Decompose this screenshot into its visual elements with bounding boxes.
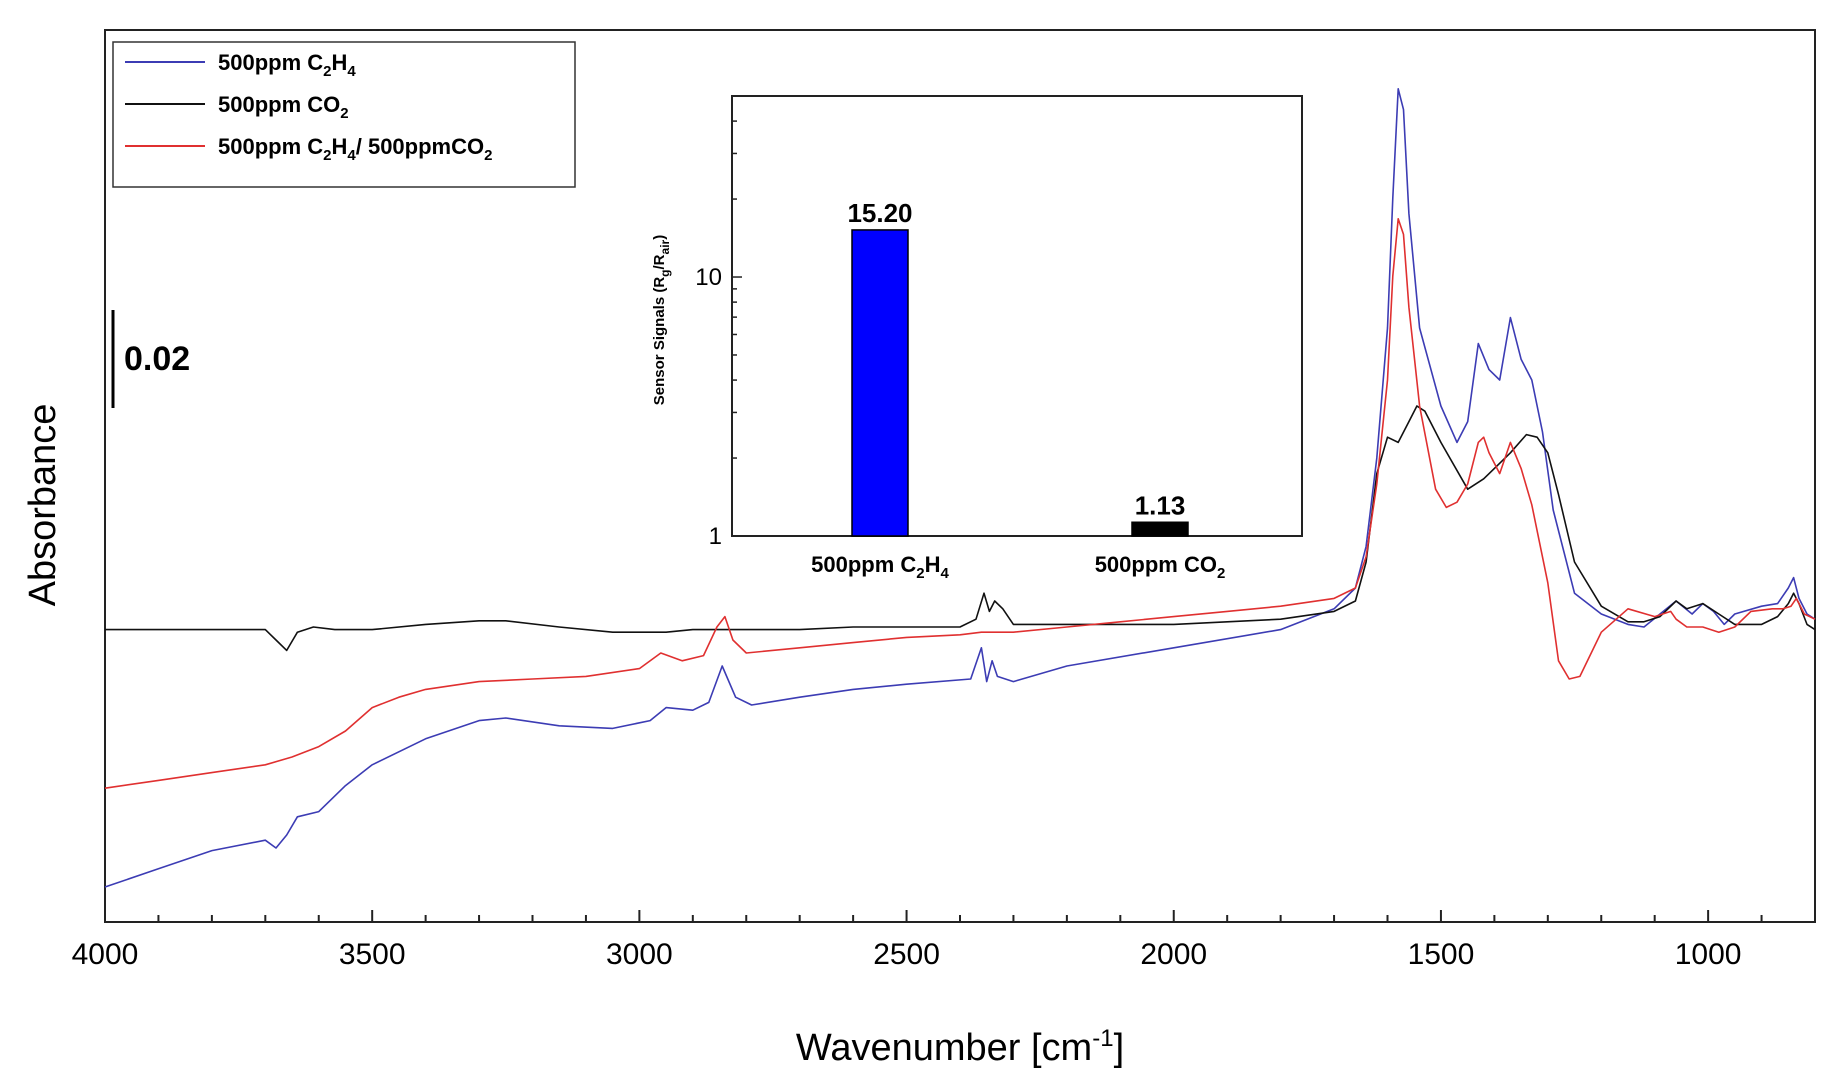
legend-label: 500ppm C2H4 — [218, 50, 356, 80]
inset-frame — [731, 95, 1303, 537]
inset-y-tick-label: 1 — [709, 523, 722, 550]
legend-label: 500ppm C2H4/ 500ppmCO2 — [218, 134, 492, 164]
inset-y-axis-title: Sensor Signals (Rg/Rair) — [651, 235, 672, 405]
text-span: 500ppm C — [218, 50, 323, 75]
inset-category-label: 500ppm C2H4 — [811, 552, 949, 582]
inset-ylabel-sub1: g — [658, 269, 672, 276]
x-tick-label: 1000 — [1675, 938, 1742, 971]
text-span: 4 — [941, 565, 950, 582]
x-tick-label: 2500 — [873, 938, 940, 971]
text-span: 500ppm CO — [1095, 552, 1217, 577]
x-axis-title-sup: -1 — [1092, 1025, 1113, 1052]
inset-ylabel-sub2: air — [658, 239, 672, 254]
x-axis-title-end: ] — [1114, 1027, 1125, 1069]
text-span: H — [925, 552, 941, 577]
inset-y-ticks: 1 10 — [695, 95, 742, 550]
text-span: 2 — [340, 105, 348, 122]
inset-bar-c2h4 — [851, 229, 909, 537]
inset-ylabel-end: ) — [651, 235, 668, 240]
scale-bar-label: 0.02 — [124, 340, 190, 378]
legend-box — [112, 41, 576, 188]
inset-ylabel-mid: /R — [651, 254, 668, 269]
text-span: / 500ppmCO — [356, 134, 484, 159]
inset-bar-value-label: 1.13 — [1135, 490, 1186, 520]
x-tick-label: 1500 — [1408, 938, 1475, 971]
x-tick-label: 4000 — [72, 938, 139, 971]
x-axis-title: Wavenumber [cm-1] — [796, 1025, 1124, 1069]
spectrum-line-c2h4-co2-mix — [104, 218, 1816, 789]
text-span: 500ppm CO — [218, 92, 340, 117]
spectra-lines — [104, 88, 1816, 888]
spectrum-line-co2 — [105, 405, 1816, 652]
inset-bar-co2 — [1131, 521, 1189, 537]
text-span: 500ppm C — [811, 552, 916, 577]
inset-ylabel-main: Sensor Signals (R — [651, 277, 668, 406]
inset-bar-value-label: 15.20 — [847, 198, 912, 228]
scale-bar: 0.02 — [111, 310, 190, 408]
x-tick-label: 2000 — [1140, 938, 1207, 971]
text-span: 4 — [347, 147, 356, 164]
text-span: 2 — [1217, 565, 1225, 582]
text-span: 2 — [484, 147, 492, 164]
text-span: 4 — [347, 63, 356, 80]
main-plot: 4000 3500 3000 2500 2000 1500 1000 0.02 Wavenu… — [22, 29, 1816, 1069]
legend-label: 500ppm CO2 — [218, 92, 349, 122]
text-span: 2 — [916, 565, 924, 582]
x-axis-title-main: Wavenumber [cm — [796, 1027, 1092, 1069]
x-axis-ticks: 4000 3500 3000 2500 2000 1500 1000 — [72, 910, 1816, 971]
y-axis-title: Absorbance — [22, 404, 64, 607]
x-tick-label: 3000 — [606, 938, 673, 971]
text-span: H — [332, 134, 348, 159]
text-span: H — [332, 50, 348, 75]
text-span: 2 — [323, 63, 331, 80]
text-span: 500ppm C — [218, 134, 323, 159]
text-span: 2 — [323, 147, 331, 164]
inset-category-label: 500ppm CO2 — [1095, 552, 1226, 582]
inset-y-tick-label: 10 — [695, 264, 722, 291]
x-tick-label: 3500 — [339, 938, 406, 971]
